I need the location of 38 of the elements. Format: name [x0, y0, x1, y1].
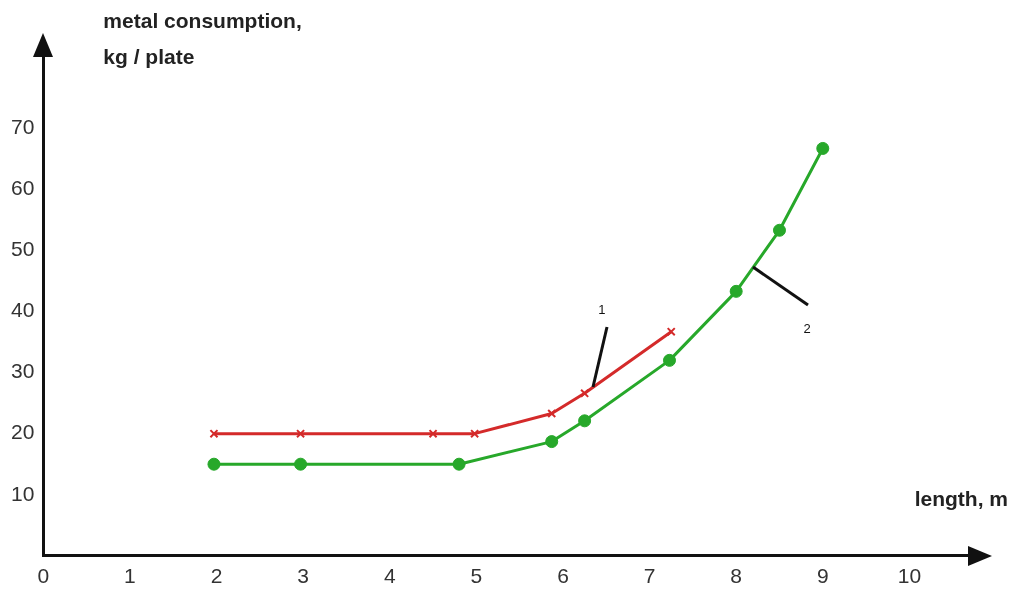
- point: [470, 429, 480, 439]
- annotation: 1: [598, 302, 606, 318]
- x-tick-label: 4: [383, 564, 396, 588]
- y-tick-label: 20: [11, 420, 35, 444]
- x-tick-label: 3: [297, 564, 310, 588]
- y-axis-title: metal consumption, kg / plate: [103, 8, 302, 68]
- point: [816, 141, 830, 155]
- point: [209, 429, 219, 439]
- point: [662, 353, 676, 367]
- x-tick-label: 9: [816, 564, 829, 588]
- x-tick-label: 6: [557, 564, 569, 588]
- y-tick-label: 30: [11, 359, 35, 383]
- y-tick-label: 10: [11, 481, 35, 505]
- point: [428, 429, 438, 439]
- x-tick-label: 10: [897, 564, 922, 588]
- point: [578, 414, 592, 428]
- x-tick-label: 5: [470, 564, 483, 588]
- x-tick-label: 2: [210, 564, 223, 588]
- x-tick-label: 7: [643, 564, 656, 588]
- point: [545, 435, 559, 449]
- x-axis-title: length, m: [914, 486, 1008, 510]
- point: [294, 457, 308, 471]
- annotation: 2: [803, 320, 811, 336]
- point: [296, 429, 306, 439]
- point: [729, 284, 743, 298]
- y-tick-label: 60: [11, 176, 35, 200]
- y-tick-label: 40: [11, 298, 35, 322]
- y-tick-label: 70: [11, 115, 35, 139]
- point: [207, 457, 221, 471]
- x-tick-label: 0: [37, 564, 50, 588]
- point: [580, 388, 590, 398]
- point: [452, 457, 466, 471]
- point: [666, 327, 676, 337]
- x-tick-label: 8: [730, 564, 743, 588]
- point: [547, 408, 557, 419]
- x-tick-label: 1: [124, 564, 136, 588]
- point: [772, 223, 786, 237]
- y-tick-label: 50: [11, 237, 35, 261]
